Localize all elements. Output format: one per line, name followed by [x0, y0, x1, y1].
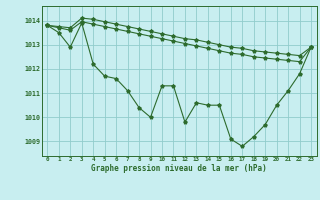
X-axis label: Graphe pression niveau de la mer (hPa): Graphe pression niveau de la mer (hPa) — [91, 164, 267, 173]
